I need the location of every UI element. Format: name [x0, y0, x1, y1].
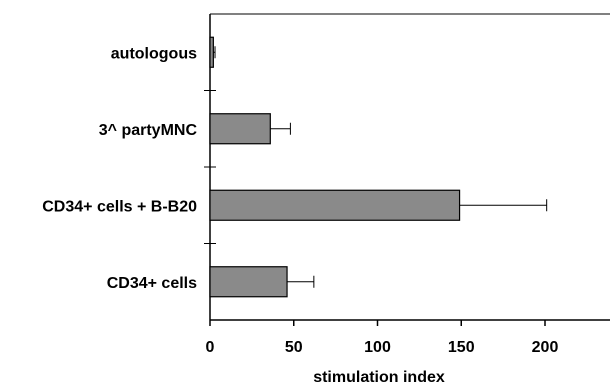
x-tick-label: 200: [532, 339, 559, 356]
bar: [209, 36, 214, 68]
x-axis-title: stimulation index: [313, 369, 445, 386]
category-label: 3^ partyMNC: [99, 122, 198, 139]
bar: [209, 113, 271, 145]
error-bars: [213, 46, 548, 288]
bar: [209, 266, 288, 298]
y-tick-marks: [204, 90, 216, 244]
bar: [209, 189, 461, 221]
x-tick-label: 100: [364, 339, 391, 356]
category-labels: autologous 3^ partyMNC CD34+ cells + B-B20…: [42, 45, 197, 292]
bars: [209, 36, 461, 298]
category-label: CD34+ cells + B-B20: [42, 198, 197, 215]
x-tick-label: 0: [206, 339, 215, 356]
category-label: autologous: [111, 45, 197, 62]
x-tick-label: 150: [448, 339, 475, 356]
x-tick-label: 50: [285, 339, 303, 356]
category-label: CD34+ cells: [107, 275, 197, 292]
x-ticks: 0 50 100 150 200: [206, 320, 559, 356]
